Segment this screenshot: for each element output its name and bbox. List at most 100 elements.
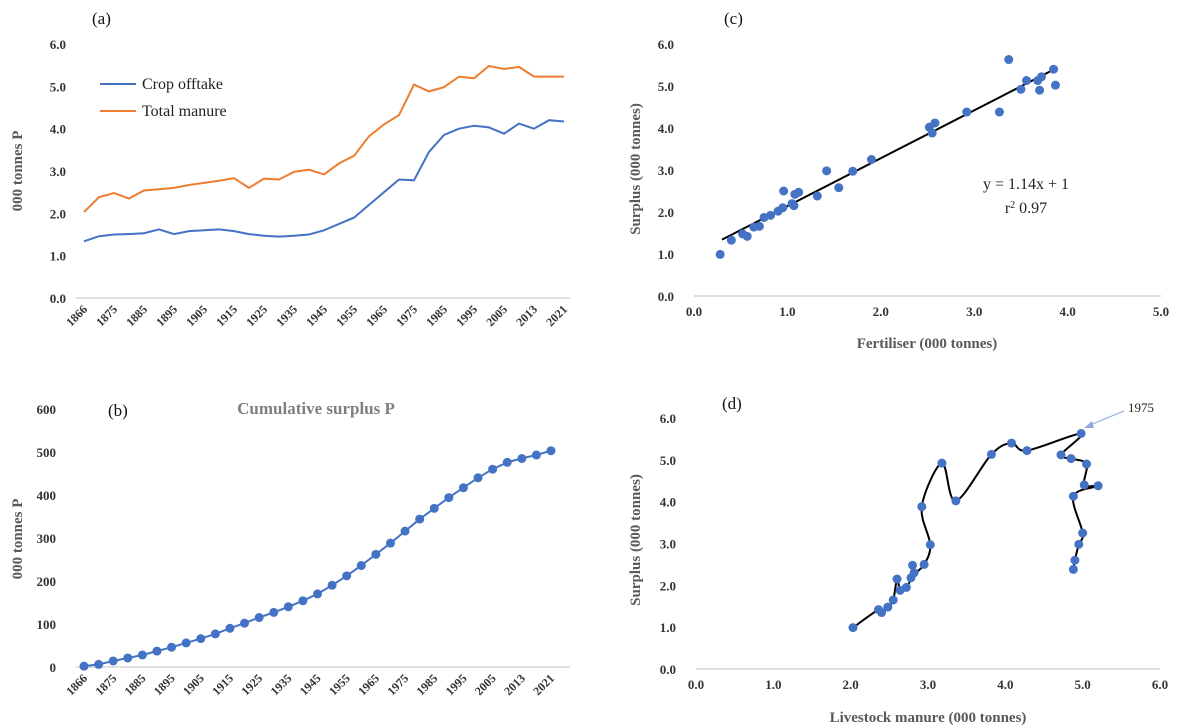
panel-b-x-tick-label: 1915 — [209, 671, 236, 698]
panel-b-x-tick-label: 1995 — [443, 671, 470, 698]
panel-b: (b) Cumulative surplus P 0 100 200 300 400 50… — [10, 399, 570, 698]
scatter-point — [1049, 64, 1059, 74]
panel-c-x-ticks: 0.0 1.0 2.0 3.0 4.0 5.0 — [686, 304, 1169, 319]
legend-label-total-manure: Total manure — [142, 103, 227, 120]
panel-d-y-tick-label: 6.0 — [660, 411, 676, 426]
panel-b-x-tick-label: 2013 — [501, 671, 528, 698]
panel-a-x-tick-label: 1925 — [243, 302, 270, 329]
panel-a-x-tick-label: 2013 — [513, 302, 540, 329]
panel-a-x-tick-label: 1945 — [303, 302, 330, 329]
panel-b-x-tick-label: 1955 — [326, 671, 353, 698]
scatter-point — [1016, 84, 1026, 94]
scatter-point — [930, 118, 940, 128]
scatter-point — [1035, 85, 1045, 95]
panel-b-x-tick-label: 1875 — [92, 671, 119, 698]
scatter-point — [742, 231, 752, 241]
trajectory-point — [1079, 480, 1089, 490]
cumulative-surplus-point — [458, 483, 468, 493]
scatter-point — [779, 186, 789, 196]
scatter-point — [866, 155, 876, 164]
panel-b-series — [79, 446, 556, 671]
trajectory-point — [1007, 438, 1017, 448]
cumulative-surplus-point — [196, 634, 206, 644]
panel-c-label: (c) — [724, 9, 743, 28]
scatter-point — [927, 128, 937, 138]
panel-c-x-tick-label: 1.0 — [779, 304, 795, 319]
panel-d: (d) 0.0 1.0 2.0 3.0 4.0 5.0 6.0 0.0 1.0 2.0 3.0 4.… — [628, 394, 1168, 726]
panel-d-y-tick-label: 3.0 — [660, 537, 676, 552]
scatter-point — [822, 166, 832, 176]
trajectory-point — [848, 623, 858, 633]
panel-b-title: Cumulative surplus P — [237, 399, 395, 418]
trajectory-point — [901, 582, 911, 592]
panel-d-x-tick-label: 1.0 — [765, 677, 781, 692]
panel-c-x-tick-label: 4.0 — [1059, 304, 1075, 319]
panel-d-label: (d) — [722, 394, 742, 413]
panel-d-x-tick-label: 4.0 — [997, 677, 1013, 692]
panel-d-y-tick-label: 1.0 — [660, 620, 676, 635]
panel-d-x-tick-label: 3.0 — [920, 677, 936, 692]
cumulative-surplus-point — [181, 638, 191, 648]
scatter-point — [834, 183, 844, 193]
panel-a-y-tick-label: 3.0 — [50, 164, 66, 179]
cumulative-surplus-point — [254, 613, 264, 623]
cumulative-surplus-point — [371, 549, 381, 559]
panel-b-x-ticks: 1866 1875 1885 1895 1905 1915 1925 1935 1945 1955… — [63, 671, 557, 698]
crop-offtake-line — [83, 119, 565, 243]
trajectory-point — [919, 559, 929, 569]
scatter-point — [766, 210, 776, 220]
cumulative-surplus-point — [488, 464, 498, 474]
panel-a-x-tick-label: 1995 — [453, 302, 480, 329]
panel-a-x-tick-label: 1985 — [423, 302, 450, 329]
panel-b-x-tick-label: 1866 — [63, 671, 90, 698]
panel-a-x-tick-label: 1875 — [93, 302, 120, 329]
cumulative-surplus-point — [473, 473, 483, 483]
panel-d-y-tick-label: 0.0 — [660, 662, 676, 677]
cumulative-surplus-point — [531, 450, 541, 460]
cumulative-surplus-point — [400, 526, 410, 536]
panel-a: (a) 0.0 1.0 2.0 3.0 4.0 5.0 6.0 1866 1875 1885 18… — [10, 9, 570, 329]
panel-c: (c) 0.0 1.0 2.0 3.0 4.0 5.0 6.0 0.0 1.0 2.0 3.0 4.… — [628, 9, 1169, 352]
cumulative-surplus-point — [415, 514, 425, 524]
panel-b-y-axis-title: 000 tonnes P — [10, 499, 26, 580]
panel-c-y-tick-label: 2.0 — [658, 205, 674, 220]
panel-a-y-tick-label: 4.0 — [50, 122, 66, 137]
panel-d-x-tick-label: 6.0 — [1152, 677, 1168, 692]
panel-a-x-tick-label: 2005 — [483, 302, 510, 329]
cumulative-surplus-point — [283, 602, 293, 612]
panel-a-x-tick-label: 1935 — [273, 302, 300, 329]
panel-a-label: (a) — [92, 9, 111, 28]
legend-label-crop-offtake: Crop offtake — [142, 76, 223, 93]
panel-c-points — [715, 55, 1060, 259]
cumulative-surplus-point — [123, 653, 133, 663]
scatter-point — [848, 166, 858, 176]
trajectory-point — [1093, 481, 1103, 491]
cumulative-surplus-line — [83, 449, 552, 668]
panel-b-y-tick-label: 0 — [50, 660, 57, 675]
cumulative-surplus-point — [152, 646, 162, 656]
panel-a-x-tick-label: 1955 — [333, 302, 360, 329]
panel-a-y-tick-label: 2.0 — [50, 206, 66, 221]
panel-c-y-ticks: 0.0 1.0 2.0 3.0 4.0 5.0 6.0 — [658, 37, 674, 304]
scatter-point — [754, 221, 764, 231]
panel-a-legend: Crop offtake Total manure — [100, 76, 227, 120]
trajectory-point — [951, 496, 961, 506]
panel-a-x-tick-label: 1885 — [123, 302, 150, 329]
trajectory-point — [1078, 528, 1088, 538]
panel-a-y-tick-label: 6.0 — [50, 37, 66, 52]
panel-c-x-tick-label: 2.0 — [873, 304, 889, 319]
trajectory-point — [917, 502, 927, 512]
panel-b-x-tick-label: 1925 — [238, 671, 265, 698]
panel-a-x-tick-label: 2021 — [543, 302, 570, 329]
trajectory-point — [877, 608, 887, 618]
panel-d-x-axis-title: Livestock manure (000 tonnes) — [830, 710, 1027, 726]
panel-c-x-tick-label: 3.0 — [966, 304, 982, 319]
scatter-point — [962, 107, 972, 117]
cumulative-surplus-point — [240, 618, 250, 628]
cumulative-surplus-point — [79, 661, 89, 671]
panel-a-x-tick-label: 1905 — [183, 302, 210, 329]
cumulative-surplus-point — [356, 561, 366, 571]
trajectory-point — [1082, 459, 1092, 469]
scatter-point — [726, 235, 736, 245]
